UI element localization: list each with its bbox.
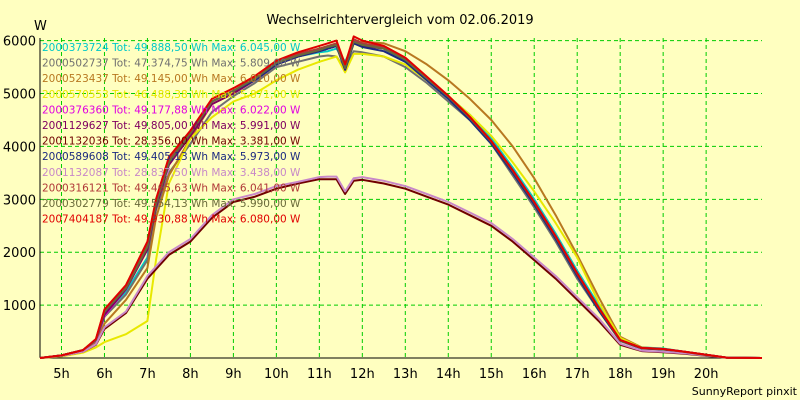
legend-item: 2001129627 Tot: 49.805,00 Wh Max: 5.991,…	[42, 120, 301, 132]
x-tick-label: 20h	[694, 367, 719, 382]
x-tick-label: 11h	[307, 367, 332, 382]
x-tick-label: 13h	[393, 367, 418, 382]
axes: 1000 2000 3000 4000 5000 6000 5h 6h 7h 8h 9h 10h 11h…	[3, 35, 762, 382]
legend-item: 2000373724 Tot: 49.888,50 Wh Max: 6.045,…	[42, 42, 301, 54]
series-line	[39, 175, 763, 359]
x-tick-label: 12h	[350, 367, 375, 382]
chart-title: Wechselrichtervergleich vom 02.06.2019	[266, 13, 533, 28]
legend-item: 2000302779 Tot: 49.554,13 Wh Max: 5.990,…	[42, 198, 301, 210]
x-tick-label: 19h	[651, 367, 676, 382]
x-tick-label: 18h	[608, 367, 633, 382]
legend-item: 2000589608 Tot: 49.405,13 Wh Max: 5.973,…	[42, 151, 301, 163]
x-tick-label: 9h	[225, 367, 242, 382]
legend-item: 2000376360 Tot: 49.177,88 Wh Max: 6.022,…	[42, 104, 301, 116]
x-tick-label: 17h	[565, 367, 590, 382]
x-tick-label: 16h	[522, 367, 547, 382]
legend-item: 2000316121 Tot: 49.465,63 Wh Max: 6.041,…	[42, 182, 301, 194]
legend: 2000373724 Tot: 49.888,50 Wh Max: 6.045,…	[42, 42, 301, 226]
y-tick-label: 2000	[3, 246, 36, 261]
series-line	[39, 35, 763, 359]
y-axis-unit: W	[34, 19, 47, 34]
y-tick-label: 3000	[3, 193, 36, 208]
y-tick-label: 4000	[3, 140, 36, 155]
x-tick-label: 10h	[264, 367, 289, 382]
footer-credit: SunnyReport pinxit	[692, 385, 798, 398]
x-tick-label: 15h	[479, 367, 504, 382]
x-tick-label: 8h	[182, 367, 199, 382]
legend-item: 2001132036 Tot: 28.356,00 Wh Max: 3.381,…	[42, 136, 301, 148]
x-tick-label: 7h	[139, 367, 156, 382]
legend-item: 2000502737 Tot: 47.374,75 Wh Max: 5.809,…	[42, 58, 301, 70]
series-group	[39, 35, 763, 359]
legend-item: 2007404187 Tot: 49.930,88 Wh Max: 6.080,…	[42, 214, 301, 226]
legend-item: 2000523437 Tot: 49.145,00 Wh Max: 6.010,…	[42, 73, 301, 85]
x-tick-label: 5h	[53, 367, 70, 382]
legend-item: 2000570553 Tot: 46.488,38 Wh Max: 5.871,…	[42, 89, 301, 101]
x-tick-label: 6h	[96, 367, 113, 382]
y-tick-label: 5000	[3, 88, 36, 103]
y-tick-label: 6000	[3, 35, 36, 50]
y-tick-label: 1000	[3, 299, 36, 314]
legend-item: 2001132087 Tot: 28.837,50 Wh Max: 3.438,…	[42, 167, 301, 179]
x-tick-label: 14h	[436, 367, 461, 382]
series-line	[39, 52, 763, 359]
